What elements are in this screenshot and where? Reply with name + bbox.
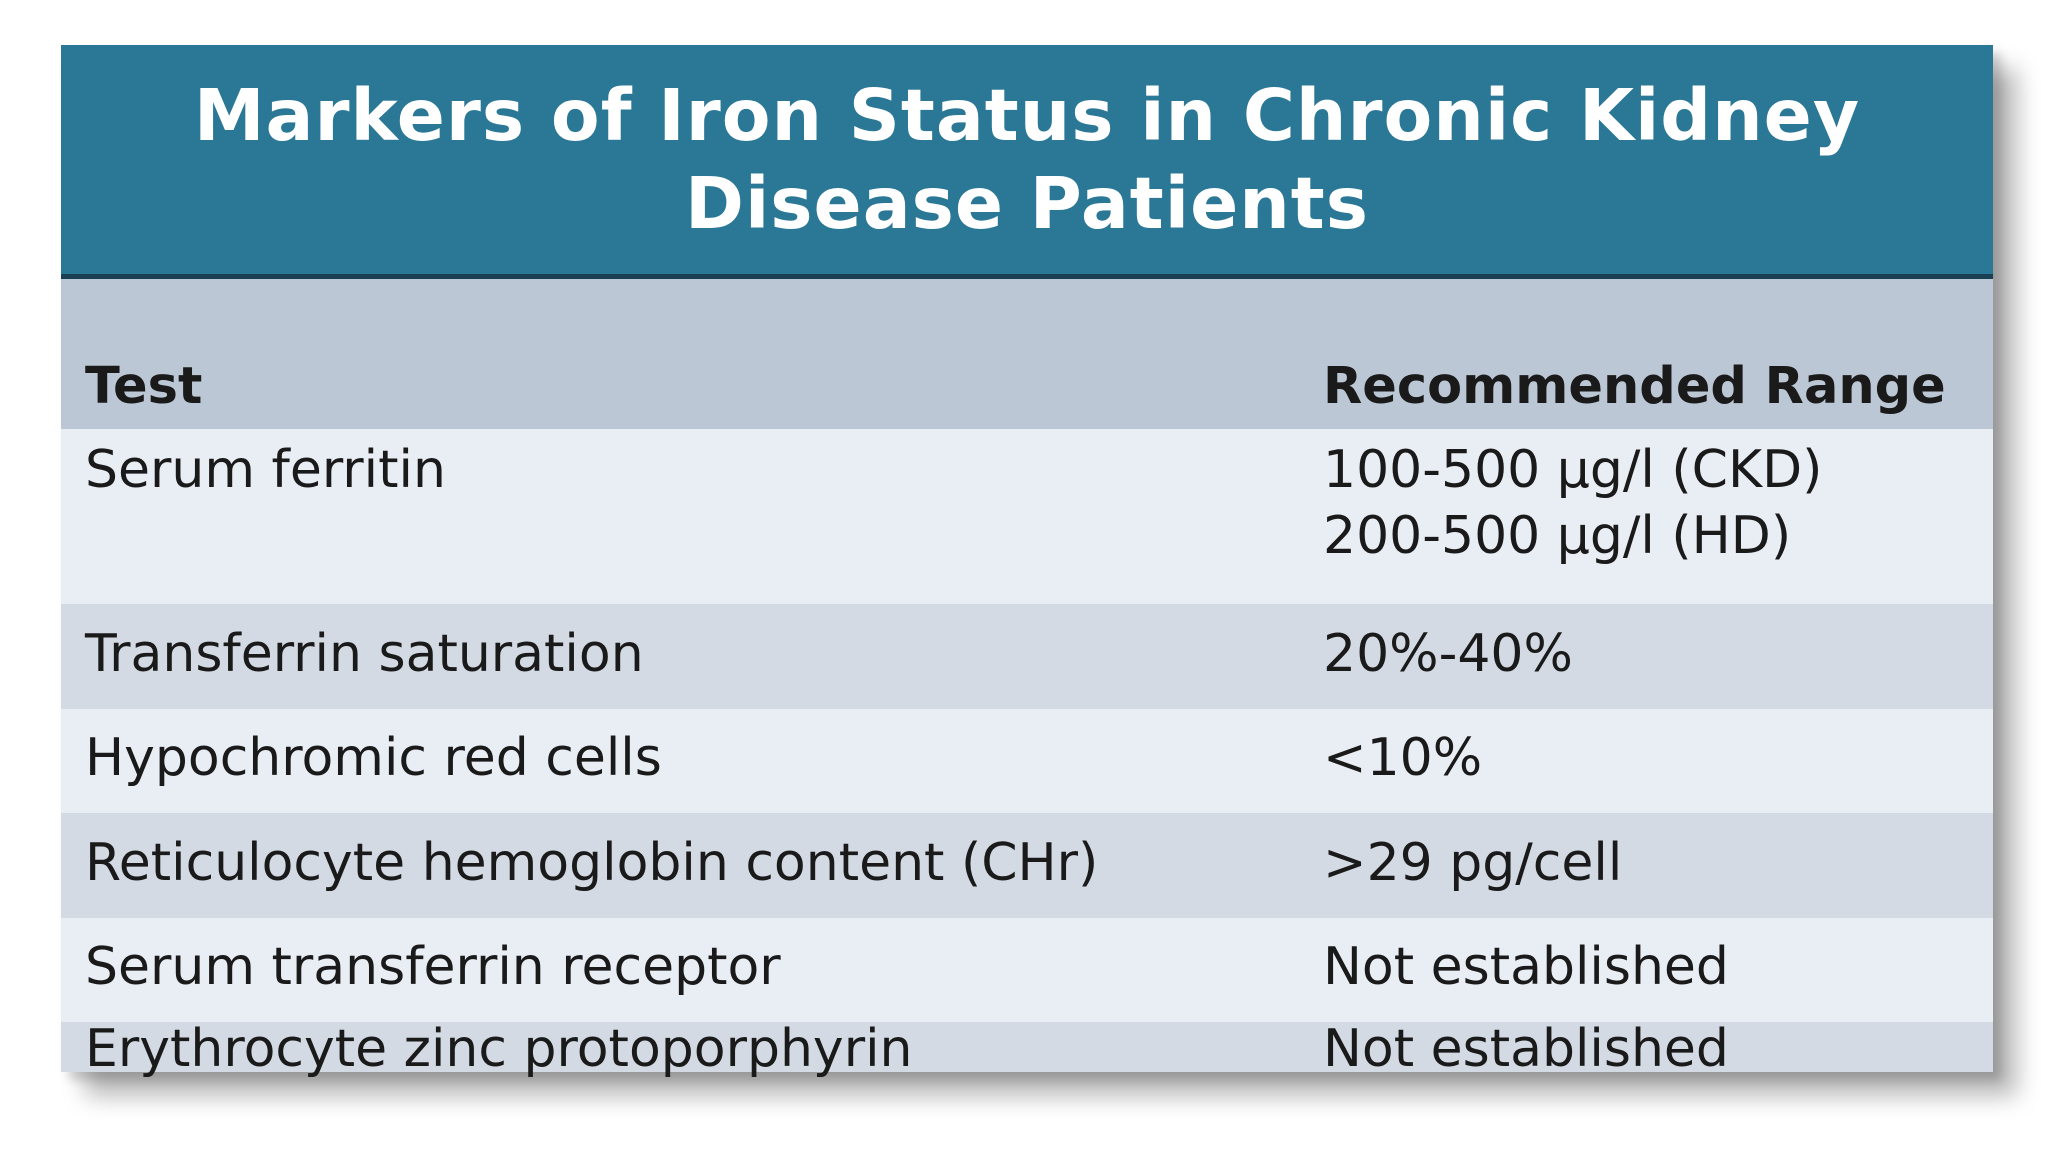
title-bar: Markers of Iron Status in Chronic Kidney… <box>61 45 1993 279</box>
table-title: Markers of Iron Status in Chronic Kidney… <box>193 73 1861 245</box>
range-value: 20%-40% <box>1323 624 1573 684</box>
range-value: >29 pg/cell <box>1323 833 1623 893</box>
range-value: Not established <box>1323 1019 1729 1079</box>
test-name: Transferrin saturation <box>85 624 644 684</box>
header-recommended-range: Recommended Range <box>1323 357 1946 416</box>
table-row: Transferrin saturation 20%-40% <box>61 604 1993 709</box>
table-row: Reticulocyte hemoglobin content (CHr) >2… <box>61 813 1993 918</box>
table-row: Serum ferritin 100-500 µg/l (CKD) 200-50… <box>61 429 1993 604</box>
table-header-row: Test Recommended Range <box>61 279 1993 429</box>
range-value: 100-500 µg/l (CKD) <box>1323 440 1823 500</box>
iron-markers-table-card: Markers of Iron Status in Chronic Kidney… <box>61 45 1993 1079</box>
table-row: Erythrocyte zinc protoporphyrin Not esta… <box>61 1019 1993 1079</box>
test-name: Serum transferrin receptor <box>85 937 781 997</box>
range-value: 200-500 µg/l (HD) <box>1323 506 1792 566</box>
table-row: Hypochromic red cells <10% <box>61 709 1993 813</box>
range-value: <10% <box>1323 728 1483 788</box>
test-name: Erythrocyte zinc protoporphyrin <box>85 1019 913 1079</box>
header-test: Test <box>85 357 203 416</box>
range-value: Not established <box>1323 937 1729 997</box>
table-row: Serum transferrin receptor Not establish… <box>61 918 1993 1022</box>
test-name: Serum ferritin <box>85 440 446 500</box>
test-name: Reticulocyte hemoglobin content (CHr) <box>85 833 1099 893</box>
test-name: Hypochromic red cells <box>85 728 662 788</box>
